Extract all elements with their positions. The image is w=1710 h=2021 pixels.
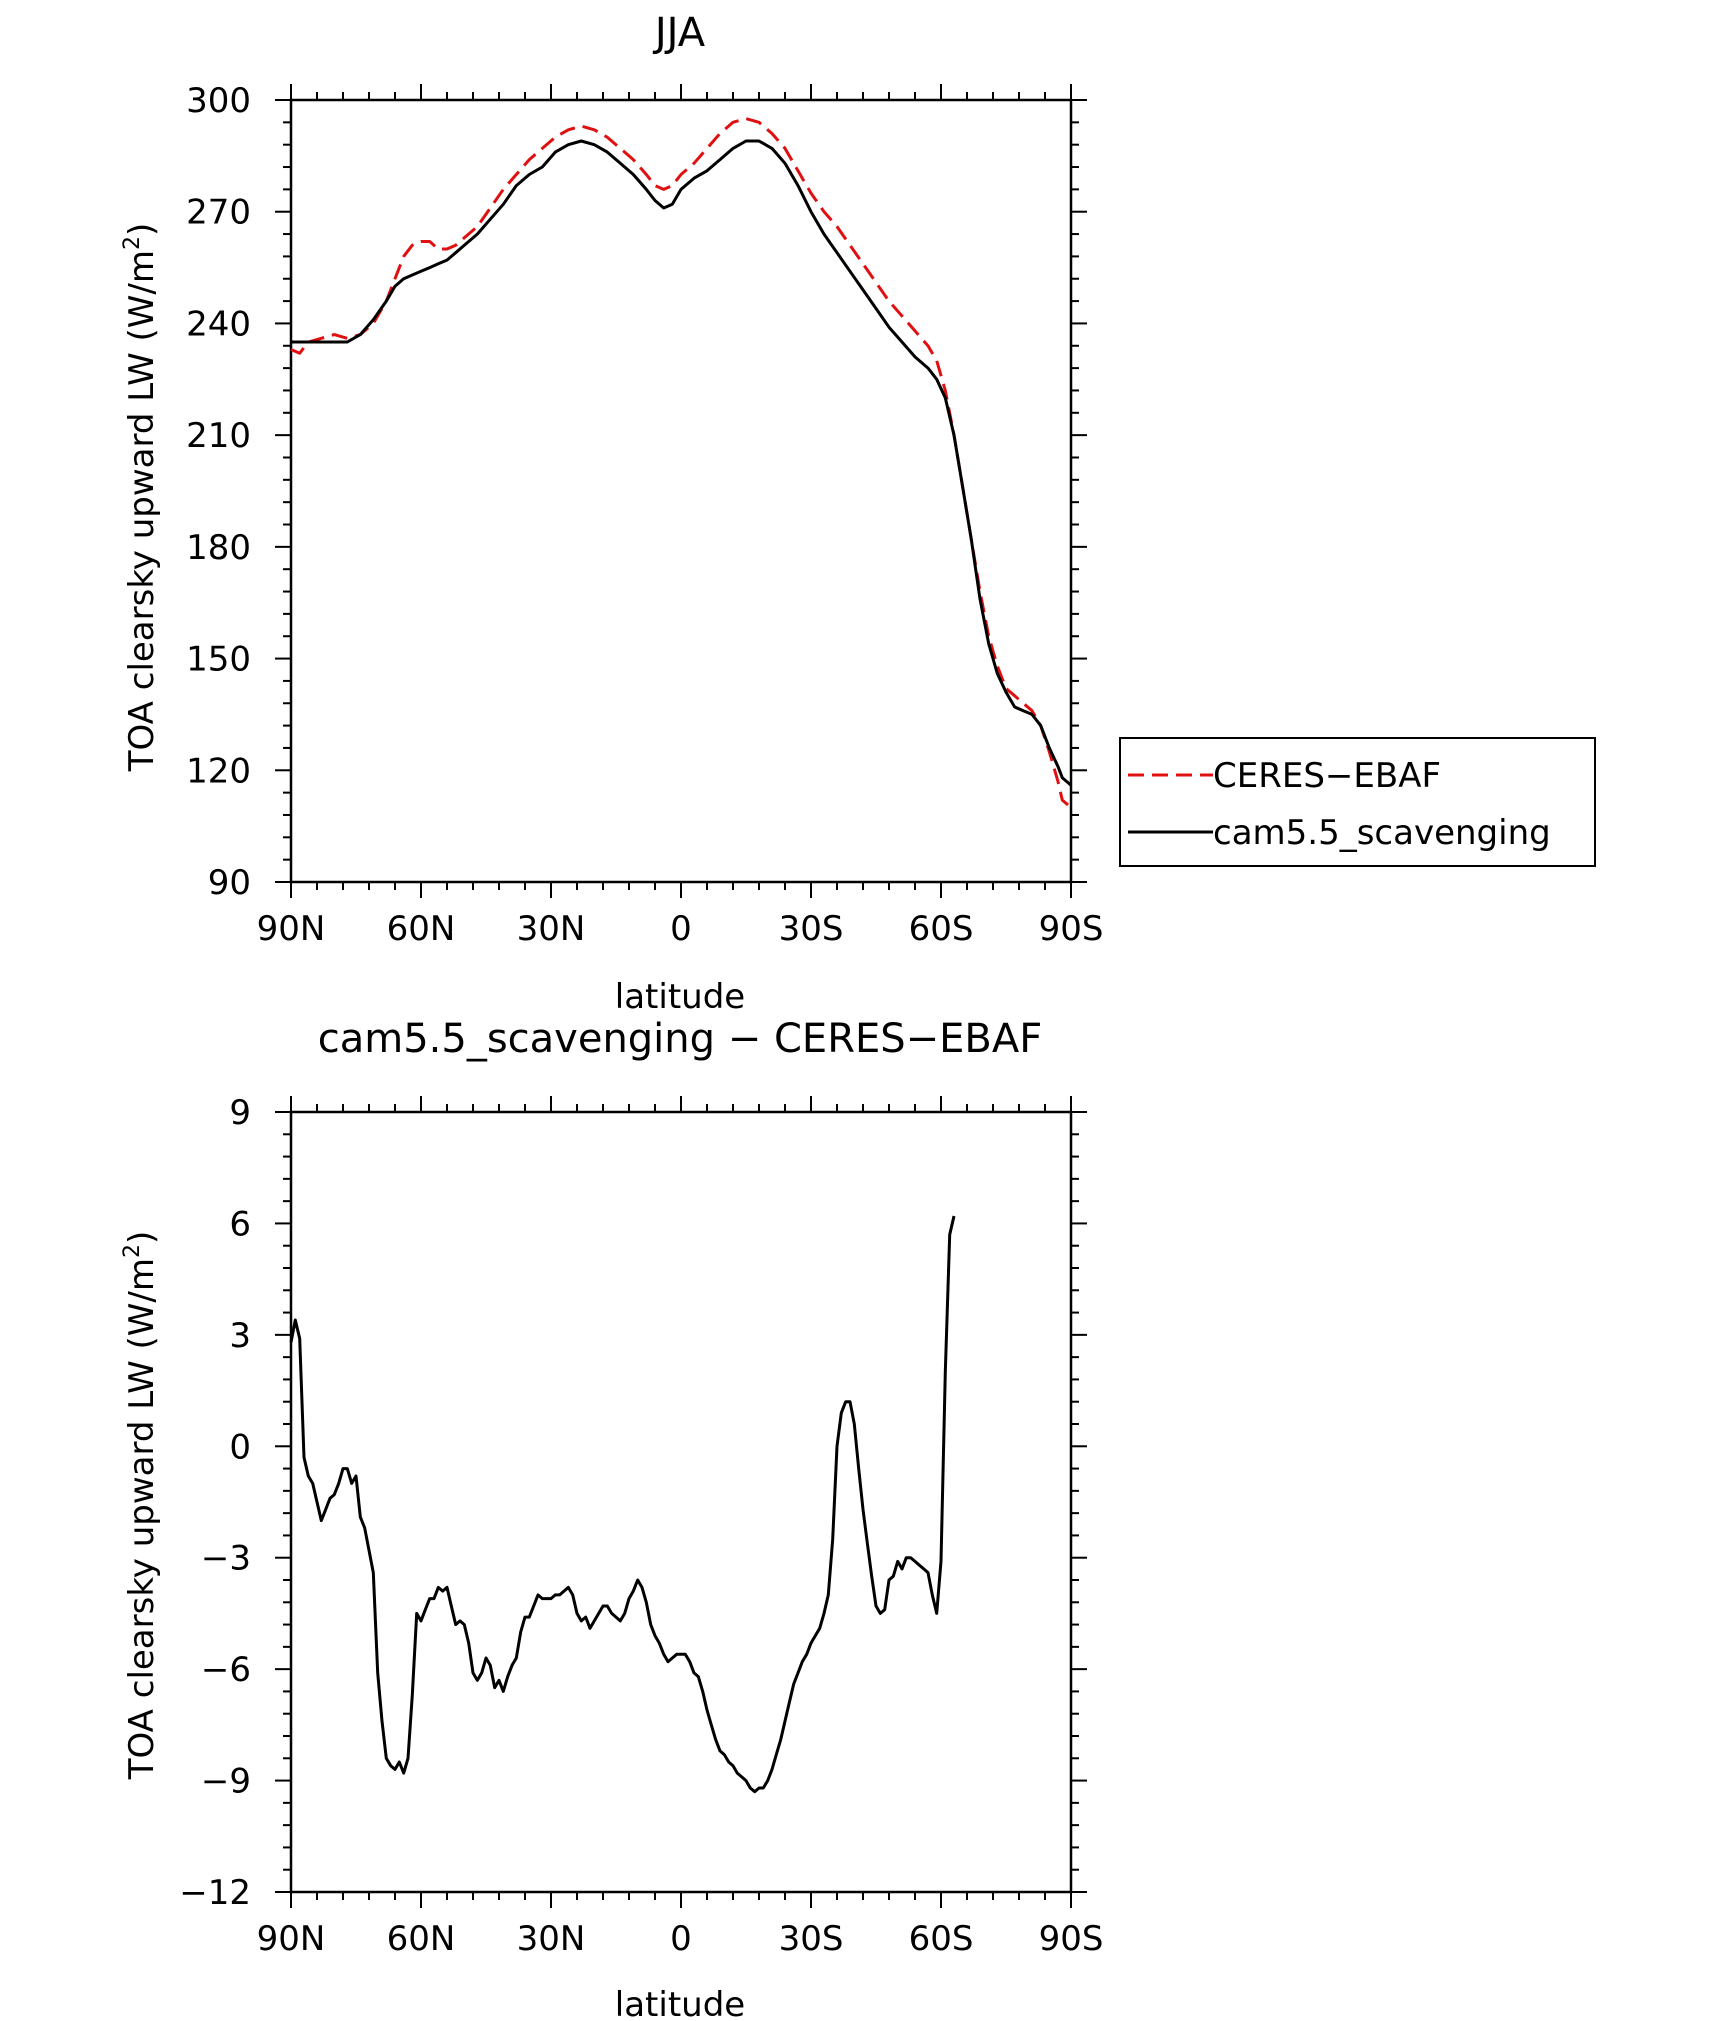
bottom-x-tick-label: 30S [779,1919,844,1959]
bottom-panel: cam5.5_scavenging − CERES−EBAF 90N 60N 30N… [120,1016,1103,2021]
top-y-tick-label: 150 [186,640,251,680]
bottom-panel-plot-area: 90N 60N 30N 0 30S 60S 90S −12 −9 −6 −3 0 3 6 9 [179,1093,1103,1959]
bottom-panel-y-axis-label: TOA clearsky upward LW (W/m2) [120,1231,162,1781]
top-y-tick-label: 240 [186,304,251,344]
bottom-y-tick-label: 3 [229,1316,251,1356]
bottom-x-tick-label: 90N [257,1919,326,1959]
bottom-panel-x-axis-label: latitude [615,1985,745,2021]
top-y-tick-label: 180 [186,528,251,568]
legend-label-ceres-ebaf: CERES−EBAF [1213,756,1441,796]
top-panel-y-axis-label: TOA clearsky upward LW (W/m2) [120,223,162,773]
legend-label-cam5-5-scavenging: cam5.5_scavenging [1213,813,1551,853]
top-x-tick-label: 60S [909,909,974,949]
bottom-y-tick-label: 0 [229,1427,251,1467]
bottom-panel-y-axis-label-superscript: 2 [120,1244,145,1258]
bottom-y-tick-label: −12 [179,1873,251,1913]
top-y-tick-label: 270 [186,193,251,233]
top-panel-x-axis-label: latitude [615,977,745,1017]
bottom-x-tick-label: 60S [909,1919,974,1959]
bottom-x-tick-label: 30N [517,1919,586,1959]
bottom-y-tick-label: 6 [229,1204,251,1244]
top-x-tick-label: 90S [1039,909,1104,949]
bottom-y-tick-label: −9 [201,1762,251,1802]
top-x-tick-label: 0 [670,909,692,949]
bottom-panel-y-axis-label-close: ) [122,1231,162,1244]
bottom-x-tick-label: 60N [387,1919,456,1959]
top-panel: JJA 90N 60N 30N 0 30S 60S 90S 90 120 150 180 210 240… [120,10,1103,1017]
bottom-x-tick-label: 90S [1039,1919,1104,1959]
bottom-x-tick-label: 0 [670,1919,692,1959]
top-x-tick-label: 60N [387,909,456,949]
top-panel-y-axis-label-close: ) [122,223,162,236]
top-y-tick-label: 300 [186,81,251,121]
top-y-tick-label: 120 [186,751,251,791]
top-x-tick-label: 90N [257,909,326,949]
bottom-panel-title: cam5.5_scavenging − CERES−EBAF [318,1016,1043,1062]
top-y-tick-label: 90 [208,863,251,903]
top-panel-y-axis-label-superscript: 2 [120,236,145,250]
top-x-tick-label: 30N [517,909,586,949]
top-y-tick-label: 210 [186,416,251,456]
top-panel-plot-area: 90N 60N 30N 0 30S 60S 90S 90 120 150 180 210 240 270 3… [186,81,1103,949]
top-x-tick-label: 30S [779,909,844,949]
bottom-y-tick-label: 9 [229,1093,251,1133]
bottom-panel-y-axis-label-main: TOA clearsky upward LW (W/m [122,1258,162,1780]
bottom-y-tick-label: −6 [201,1650,251,1690]
bottom-series-line-difference [289,1215,956,1794]
legend-box [1119,737,1596,867]
top-plot-frame [289,98,1073,884]
top-panel-title: JJA [652,10,706,56]
bottom-plot-frame [289,1110,1073,1894]
top-series-line-cam5-5-scavenging [291,139,1072,787]
legend: CERES−EBAF cam5.5_scavenging [1119,737,1596,867]
top-series-line-ceres-ebaf [290,117,1072,809]
top-panel-y-axis-label-main: TOA clearsky upward LW (W/m [122,250,162,772]
bottom-y-tick-label: −3 [201,1539,251,1579]
